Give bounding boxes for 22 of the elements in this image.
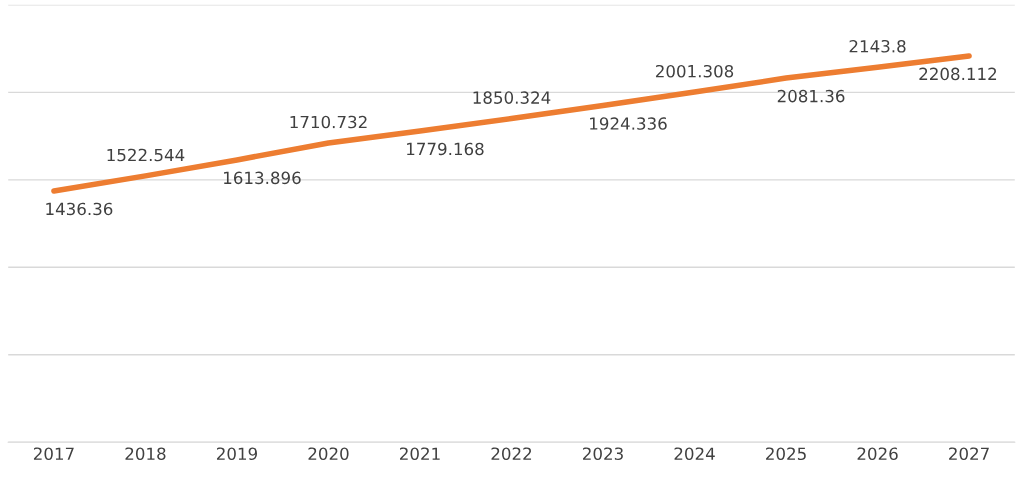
x-tick-label: 2018 [125, 447, 166, 461]
data-label: 1850.324 [473, 91, 551, 104]
data-label: 1522.544 [107, 148, 185, 162]
data-label: 2081.36 [777, 89, 845, 103]
x-tick-label: 2026 [857, 447, 898, 461]
x-tick-label: 2019 [216, 447, 257, 461]
data-label: 1436.36 [46, 202, 113, 216]
x-tick-label: 2024 [674, 447, 715, 461]
x-tick-label: 2027 [949, 447, 989, 461]
data-label: 1710.732 [290, 115, 367, 129]
x-tick-label: 2022 [491, 447, 532, 461]
x-tick-label: 2023 [583, 447, 623, 461]
data-label: 1924.336 [590, 117, 667, 130]
data-label: 2208.112 [919, 67, 997, 81]
data-label: 2143.8 [849, 39, 906, 53]
x-tick-label: 2020 [308, 447, 349, 461]
data-label: 2001.308 [655, 64, 734, 78]
x-tick-label: 2017 [33, 447, 74, 461]
data-label: 1779.168 [407, 142, 484, 156]
x-tick-label: 2025 [766, 447, 806, 461]
data-label: 1613.896 [224, 171, 301, 185]
x-tick-label: 2021 [400, 447, 440, 461]
